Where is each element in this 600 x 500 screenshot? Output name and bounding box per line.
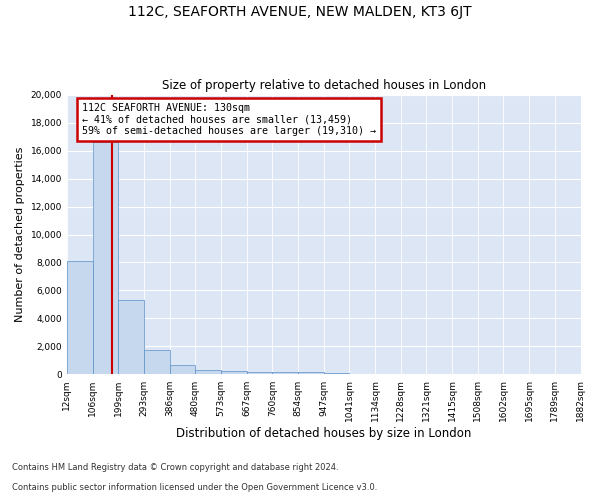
Bar <box>247 372 272 374</box>
Bar <box>144 350 170 374</box>
Bar <box>92 142 118 374</box>
Bar <box>221 370 247 374</box>
Text: 112C, SEAFORTH AVENUE, NEW MALDEN, KT3 6JT: 112C, SEAFORTH AVENUE, NEW MALDEN, KT3 6… <box>128 5 472 19</box>
Bar <box>196 370 221 374</box>
Bar <box>298 372 324 374</box>
Y-axis label: Number of detached properties: Number of detached properties <box>15 147 25 322</box>
Text: Contains HM Land Registry data © Crown copyright and database right 2024.: Contains HM Land Registry data © Crown c… <box>12 464 338 472</box>
Text: 112C SEAFORTH AVENUE: 130sqm
← 41% of detached houses are smaller (13,459)
59% o: 112C SEAFORTH AVENUE: 130sqm ← 41% of de… <box>82 103 376 136</box>
Bar <box>118 300 144 374</box>
X-axis label: Distribution of detached houses by size in London: Distribution of detached houses by size … <box>176 427 472 440</box>
Bar <box>67 261 92 374</box>
Text: Contains public sector information licensed under the Open Government Licence v3: Contains public sector information licen… <box>12 484 377 492</box>
Bar <box>272 372 298 374</box>
Title: Size of property relative to detached houses in London: Size of property relative to detached ho… <box>161 79 486 92</box>
Bar <box>170 364 196 374</box>
